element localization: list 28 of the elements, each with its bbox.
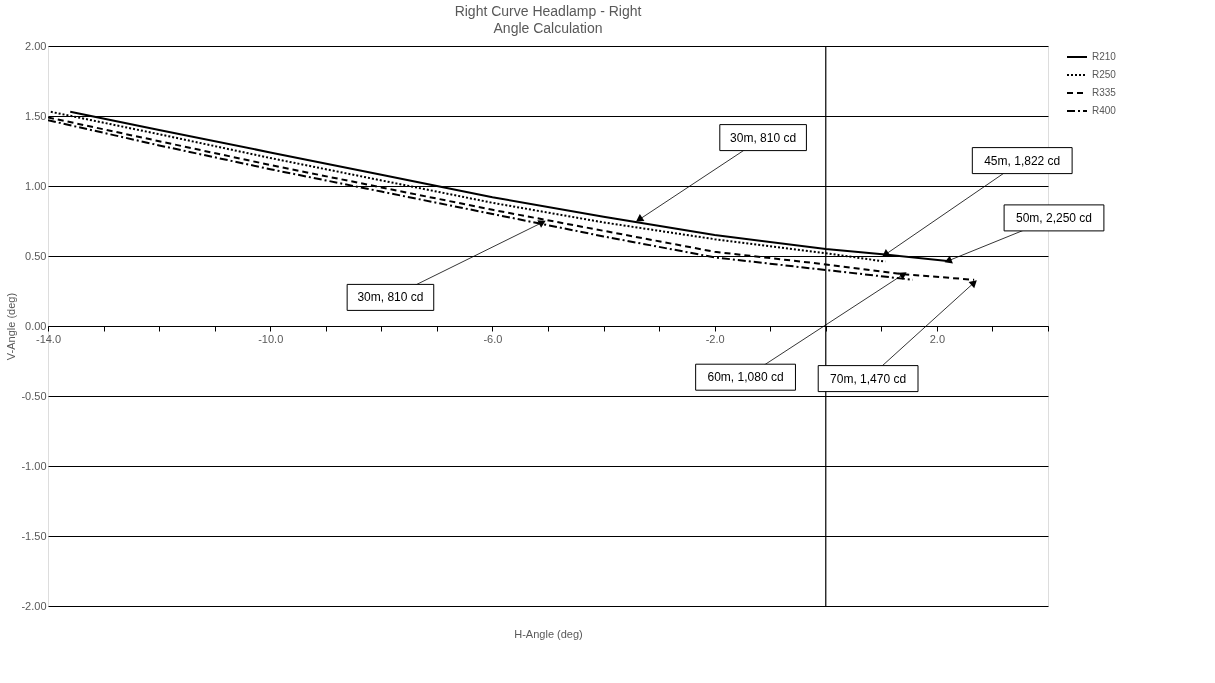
- y-tick-label: 2.00: [25, 39, 47, 52]
- y-tick-label: 0.00: [25, 319, 47, 332]
- x-tick-label: -14.0: [35, 332, 62, 345]
- x-tick-label: -2.0: [705, 332, 725, 345]
- annotation: 45m, 1,822 cd: [984, 153, 1061, 168]
- y-tick-label: -1.50: [21, 529, 47, 542]
- y-tick-label: 0.50: [25, 249, 47, 262]
- y-tick-label: -2.00: [21, 599, 47, 612]
- chart-title: Right Curve Headlamp - Right: [454, 3, 642, 19]
- x-axis-title: H-Angle (deg): [514, 627, 583, 640]
- y-tick-label: 1.00: [25, 179, 47, 192]
- annotation: 50m, 2,250 cd: [1015, 210, 1093, 225]
- y-tick-label: -1.00: [21, 459, 47, 472]
- legend-label: R400: [1092, 105, 1117, 116]
- annotation: 30m, 810 cd: [357, 290, 424, 305]
- legend-label: R250: [1092, 69, 1117, 80]
- annotation: 30m, 810 cd: [730, 130, 797, 145]
- legend-label: R335: [1092, 87, 1117, 98]
- legend-label: R210: [1092, 51, 1117, 62]
- annotation: 70m, 1,470 cd: [830, 371, 907, 386]
- x-tick-label: 2.0: [929, 332, 946, 345]
- x-tick-label: -6.0: [483, 332, 503, 345]
- y-tick-label: -0.50: [21, 389, 47, 402]
- chart-subtitle: Angle Calculation: [493, 20, 603, 36]
- x-tick-label: -10.0: [258, 332, 284, 345]
- y-tick-label: 1.50: [25, 109, 47, 122]
- annotation: 60m, 1,080 cd: [707, 370, 784, 385]
- y-axis-title: V-Angle (deg): [5, 292, 18, 361]
